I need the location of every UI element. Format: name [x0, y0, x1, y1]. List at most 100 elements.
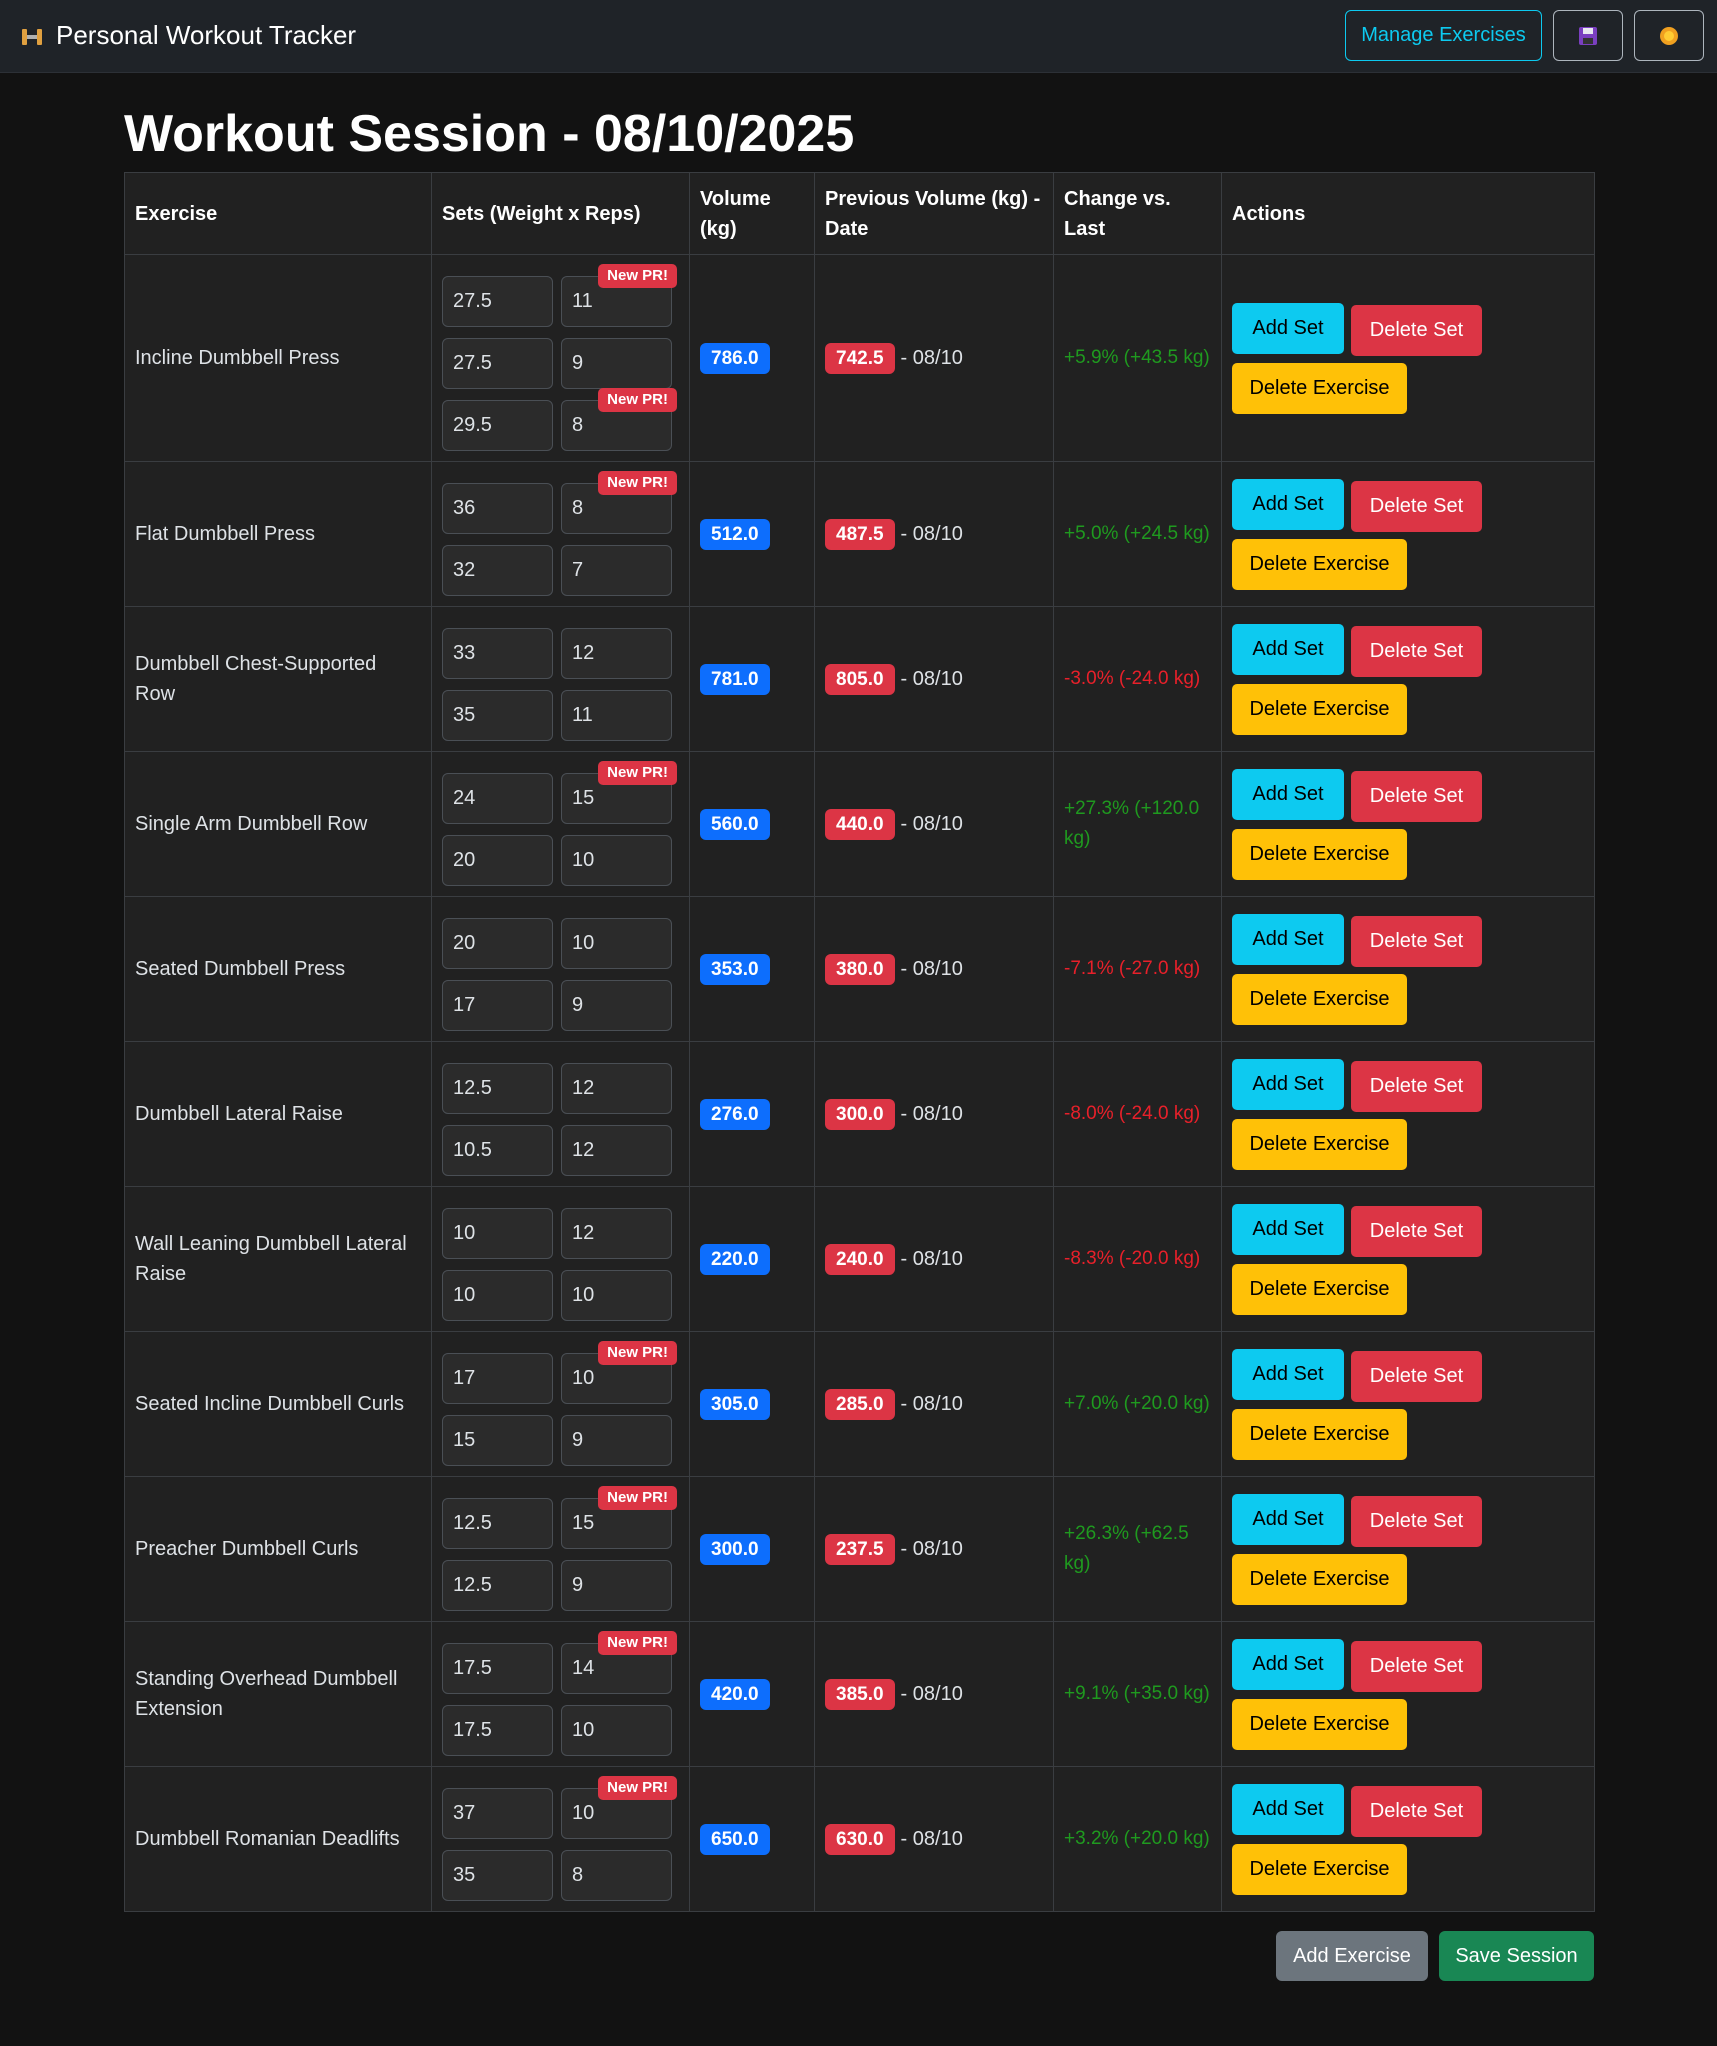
- reps-input[interactable]: 8: [561, 1850, 672, 1901]
- delete-set-button[interactable]: Delete Set: [1351, 1495, 1482, 1547]
- weight-input[interactable]: 15: [442, 1415, 553, 1466]
- delete-exercise-button[interactable]: Delete Exercise: [1232, 1843, 1407, 1895]
- reps-input[interactable]: 12: [561, 1063, 672, 1114]
- delete-set-button[interactable]: Delete Set: [1351, 480, 1482, 532]
- delete-exercise-button[interactable]: Delete Exercise: [1232, 1698, 1407, 1750]
- delete-set-button[interactable]: Delete Set: [1351, 770, 1482, 822]
- delete-set-button[interactable]: Delete Set: [1351, 1205, 1482, 1257]
- delete-set-button[interactable]: Delete Set: [1351, 1350, 1482, 1402]
- reps-input[interactable]: 11 New PR!: [561, 264, 677, 327]
- reps-input[interactable]: 10: [561, 835, 672, 886]
- set-row: 17 10 New PR!: [442, 1341, 679, 1404]
- add-set-button[interactable]: Add Set: [1232, 623, 1344, 675]
- weight-input[interactable]: 10: [442, 1270, 553, 1321]
- weight-input[interactable]: 10: [442, 1208, 553, 1259]
- reps-input[interactable]: 15 New PR!: [561, 761, 677, 824]
- weight-input[interactable]: 27.5: [442, 338, 553, 389]
- reps-input[interactable]: 12: [561, 628, 672, 679]
- exercise-name: Standing Overhead Dumbbell Extension: [124, 1621, 432, 1767]
- delete-exercise-button[interactable]: Delete Exercise: [1232, 973, 1407, 1025]
- weight-input[interactable]: 10.5: [442, 1125, 553, 1176]
- brand[interactable]: Personal Workout Tracker: [56, 20, 357, 50]
- add-exercise-button[interactable]: Add Exercise: [1276, 1931, 1428, 1981]
- sets-list: 17.5 14 New PR! 17.5 10: [442, 1631, 679, 1756]
- manage-exercises-button[interactable]: Manage Exercises: [1345, 10, 1542, 61]
- reps-input[interactable]: 9: [561, 1415, 672, 1466]
- weight-input[interactable]: 37: [442, 1788, 553, 1839]
- add-set-button[interactable]: Add Set: [1232, 768, 1344, 820]
- reps-input[interactable]: 9: [561, 1560, 672, 1611]
- reps-input[interactable]: 10: [561, 918, 672, 969]
- add-set-button[interactable]: Add Set: [1232, 1348, 1344, 1400]
- delete-set-button[interactable]: Delete Set: [1351, 915, 1482, 967]
- weight-input[interactable]: 20: [442, 918, 553, 969]
- exercise-name: Flat Dumbbell Press: [124, 461, 432, 607]
- delete-exercise-button[interactable]: Delete Exercise: [1232, 828, 1407, 880]
- delete-exercise-button[interactable]: Delete Exercise: [1232, 683, 1407, 735]
- reps-input[interactable]: 12: [561, 1208, 672, 1259]
- add-set-button[interactable]: Add Set: [1232, 913, 1344, 965]
- add-set-button[interactable]: Add Set: [1232, 1783, 1344, 1835]
- add-set-button[interactable]: Add Set: [1232, 478, 1344, 530]
- pr-badge: New PR!: [598, 1776, 677, 1800]
- weight-input[interactable]: 35: [442, 1850, 553, 1901]
- add-set-button[interactable]: Add Set: [1232, 1493, 1344, 1545]
- add-set-button[interactable]: Add Set: [1232, 302, 1344, 354]
- weight-input[interactable]: 17.5: [442, 1643, 553, 1694]
- weight-input[interactable]: 32: [442, 545, 553, 596]
- change-cell: +7.0% (+20.0 kg): [1053, 1331, 1222, 1477]
- weight-input[interactable]: 27.5: [442, 276, 553, 327]
- volume-badge: 650.0: [700, 1823, 770, 1855]
- reps-input[interactable]: 10: [561, 1705, 672, 1756]
- delete-set-button[interactable]: Delete Set: [1351, 1640, 1482, 1692]
- delete-set-button[interactable]: Delete Set: [1351, 1785, 1482, 1837]
- theme-toggle-button[interactable]: [1634, 10, 1704, 61]
- reps-input[interactable]: 9: [561, 338, 672, 389]
- weight-input[interactable]: 36: [442, 483, 553, 534]
- actions-cell: Add Set Delete Set Delete Exercise: [1221, 896, 1595, 1042]
- delete-set-button[interactable]: Delete Set: [1351, 304, 1482, 356]
- exercise-row: Dumbbell Chest-Supported Row 33 12 35 11 781.…: [124, 606, 1595, 752]
- reps-input[interactable]: 8 New PR!: [561, 388, 677, 451]
- reps-input[interactable]: 14 New PR!: [561, 1631, 677, 1694]
- weight-input[interactable]: 24: [442, 773, 553, 824]
- save-icon-button[interactable]: [1553, 10, 1623, 61]
- delete-exercise-button[interactable]: Delete Exercise: [1232, 1118, 1407, 1170]
- reps-input[interactable]: 10 New PR!: [561, 1341, 677, 1404]
- delete-exercise-button[interactable]: Delete Exercise: [1232, 1408, 1407, 1460]
- reps-input[interactable]: 9: [561, 980, 672, 1031]
- weight-input[interactable]: 17: [442, 1353, 553, 1404]
- weight-input[interactable]: 17: [442, 980, 553, 1031]
- weight-input[interactable]: 12.5: [442, 1063, 553, 1114]
- reps-input[interactable]: 8 New PR!: [561, 471, 677, 534]
- weight-input[interactable]: 12.5: [442, 1560, 553, 1611]
- add-set-button[interactable]: Add Set: [1232, 1638, 1344, 1690]
- save-session-button[interactable]: Save Session: [1439, 1931, 1594, 1981]
- delete-exercise-button[interactable]: Delete Exercise: [1232, 362, 1407, 414]
- exercise-name: Seated Incline Dumbbell Curls: [124, 1331, 432, 1477]
- reps-input[interactable]: 12: [561, 1125, 672, 1176]
- previous-date: - 08/10: [900, 522, 963, 545]
- delete-exercise-button[interactable]: Delete Exercise: [1232, 1263, 1407, 1315]
- actions: Add Set Delete Set Delete Exercise: [1232, 478, 1492, 590]
- add-set-button[interactable]: Add Set: [1232, 1058, 1344, 1110]
- weight-input[interactable]: 35: [442, 690, 553, 741]
- weight-input[interactable]: 12.5: [442, 1498, 553, 1549]
- weight-input[interactable]: 20: [442, 835, 553, 886]
- header-row: Exercise Sets (Weight x Reps) Volume (kg) P…: [124, 172, 1595, 255]
- weight-input[interactable]: 29.5: [442, 400, 553, 451]
- reps-input[interactable]: 10: [561, 1270, 672, 1321]
- add-set-button[interactable]: Add Set: [1232, 1203, 1344, 1255]
- weight-input[interactable]: 17.5: [442, 1705, 553, 1756]
- delete-exercise-button[interactable]: Delete Exercise: [1232, 538, 1407, 590]
- previous-badge: 742.5: [825, 342, 895, 374]
- reps-input[interactable]: 11: [561, 690, 672, 741]
- delete-set-button[interactable]: Delete Set: [1351, 1060, 1482, 1112]
- reps-input[interactable]: 10 New PR!: [561, 1776, 677, 1839]
- delete-set-button[interactable]: Delete Set: [1351, 625, 1482, 677]
- reps-input[interactable]: 7: [561, 545, 672, 596]
- reps-input[interactable]: 15 New PR!: [561, 1486, 677, 1549]
- weight-input[interactable]: 33: [442, 628, 553, 679]
- pr-badge: New PR!: [598, 471, 677, 495]
- delete-exercise-button[interactable]: Delete Exercise: [1232, 1553, 1407, 1605]
